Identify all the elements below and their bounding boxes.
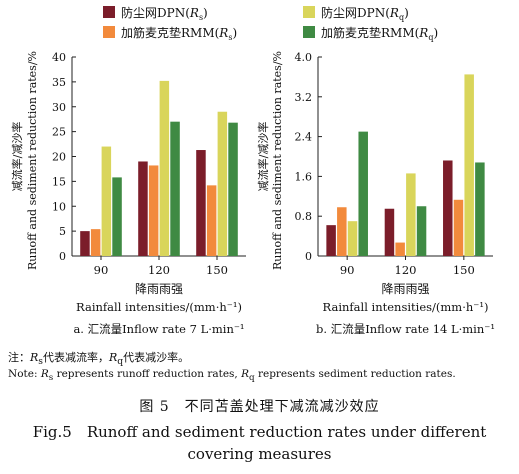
x-axis-title-cn: 降雨雨强 (381, 282, 429, 296)
bar-150-series-1 (443, 160, 453, 256)
bar-90-series-1 (326, 225, 336, 256)
y-tick-label: 0 (305, 250, 312, 263)
note-en-rs-text: represents runoff reduction rates, (53, 368, 242, 380)
bar-90-series-2 (90, 229, 101, 256)
note-rs-symbol: R (30, 351, 39, 364)
figure-title-en-line2: covering measures (187, 445, 332, 463)
note-rq-symbol: R (109, 351, 118, 364)
legend-label-dpn_rs: 防尘网DPN(Rs) (121, 5, 208, 22)
panel-a: 0 5 10 15 20 25 30 35 40 减流率/减沙率 Runoff and sedime… (10, 51, 246, 336)
note-en-rq-sub: q (249, 373, 255, 384)
bar-120-series-1 (384, 208, 395, 256)
legend-swatch-rmm_rq (303, 26, 315, 38)
bar-150-series-1 (196, 150, 206, 256)
y-axis-title-en: Runoff and sediment reduction rates/% (271, 51, 284, 270)
bar-150-series-2 (206, 185, 217, 256)
note-en-rs-sub: s (48, 373, 54, 384)
x-tick-label-150: 150 (453, 263, 475, 277)
y-axis-title-cn: 减流率/减沙率 (256, 122, 270, 192)
y-tick-label: 10 (52, 200, 66, 213)
x-axis-title-en: Rainfall intensities/(mm·h⁻¹) (76, 300, 242, 314)
note-en-rs-symbol: R (40, 368, 49, 380)
legend-swatch-dpn_rq (303, 6, 315, 18)
x-tick-label-120: 120 (395, 263, 417, 277)
bar-120-series-2 (395, 242, 405, 256)
y-tick-label: 0.8 (295, 210, 313, 223)
bar-90-series-4 (358, 131, 368, 256)
y-tick-label: 5 (59, 225, 66, 238)
y-tick-label: 4.0 (295, 51, 313, 64)
y-tick-label: 20 (52, 151, 66, 164)
legend-label-rmm_rq: 加筋麦克垫RMM(Rq) (321, 25, 438, 42)
bar-120-series-3 (159, 80, 170, 256)
panel-caption: b. 汇流量Inflow rate 14 L·min⁻¹ (316, 322, 495, 336)
note-english: Note: Rs represents runoff reduction rat… (8, 368, 456, 383)
bar-120-series-4 (170, 121, 180, 256)
y-tick-label: 3.2 (295, 91, 313, 104)
legend-swatch-dpn_rs (103, 6, 115, 18)
y-tick-label: 40 (52, 51, 66, 64)
figure-title-en-line1: Fig.5 Runoff and sediment reduction rate… (32, 423, 487, 441)
note-en-rq-text: represents sediment reduction rates. (254, 368, 456, 380)
bar-150-series-3 (464, 74, 474, 256)
legend: 防尘网DPN(Rs) 加筋麦克垫RMM(Rs) 防尘网DPN(Rq) 加筋麦克垫RMM… (103, 5, 438, 42)
legend-label-rmm_rs: 加筋麦克垫RMM(Rs) (121, 25, 237, 42)
note-cn-rq-text: 代表减沙率。 (123, 351, 190, 364)
y-tick-label: 15 (52, 175, 66, 188)
note-rq-sub: q (117, 356, 124, 368)
y-tick-label: 25 (52, 126, 66, 139)
y-tick-label: 30 (52, 101, 66, 114)
note-cn-rs-text: 代表减流率， (43, 351, 109, 364)
note-rs-sub: s (38, 356, 43, 368)
bar-120-series-3 (406, 173, 416, 256)
y-tick-label: 2.4 (295, 131, 313, 144)
bar-150-series-2 (453, 199, 464, 256)
y-tick-label: 35 (52, 76, 66, 89)
bar-90-series-1 (80, 231, 90, 256)
bar-150-series-4 (475, 162, 485, 256)
chart-canvas: 防尘网DPN(Rs) 加筋麦克垫RMM(Rs) 防尘网DPN(Rq) 加筋麦克垫RMM… (10, 5, 495, 336)
legend-swatch-rmm_rs (103, 26, 115, 38)
note-chinese: 注：Rs代表减流率，Rq代表减沙率。 (8, 349, 189, 367)
bar-90-series-3 (101, 146, 112, 256)
bar-120-series-2 (148, 165, 159, 256)
x-axis-title-cn: 降雨雨强 (135, 282, 183, 296)
bar-90-series-4 (112, 177, 122, 256)
x-tick-label-150: 150 (206, 263, 228, 277)
bar-90-series-3 (347, 221, 358, 256)
bar-150-series-3 (217, 111, 228, 256)
x-tick-label-90: 90 (94, 263, 109, 277)
note-en-prefix: Note: (8, 368, 41, 380)
bar-120-series-1 (138, 161, 148, 256)
note-en-rq-symbol: R (241, 368, 250, 380)
x-tick-label-90: 90 (340, 263, 355, 277)
panel-b: 0 0.8 1.6 2.4 3.2 4.0 减流率/减沙率 Runoff and sedime… (256, 51, 495, 336)
figure-title-cn: 图 5 不同苫盖处理下减流减沙效应 (139, 399, 380, 415)
legend-label-dpn_rq: 防尘网DPN(Rq) (321, 5, 409, 22)
panel-caption: a. 汇流量Inflow rate 7 L·min⁻¹ (73, 322, 244, 336)
x-tick-label-120: 120 (148, 263, 170, 277)
y-axis-title-cn: 减流率/减沙率 (10, 122, 24, 192)
bar-90-series-2 (337, 207, 347, 256)
bar-150-series-4 (228, 122, 238, 256)
y-tick-label: 1.6 (295, 170, 313, 183)
note-cn-prefix: 注： (8, 351, 30, 364)
x-axis-title-en: Rainfall intensities/(mm·h⁻¹) (323, 300, 489, 314)
y-axis-title-en: Runoff and sediment reduction rates/% (26, 51, 39, 270)
y-tick-label: 0 (59, 250, 66, 263)
bar-120-series-4 (416, 206, 427, 256)
